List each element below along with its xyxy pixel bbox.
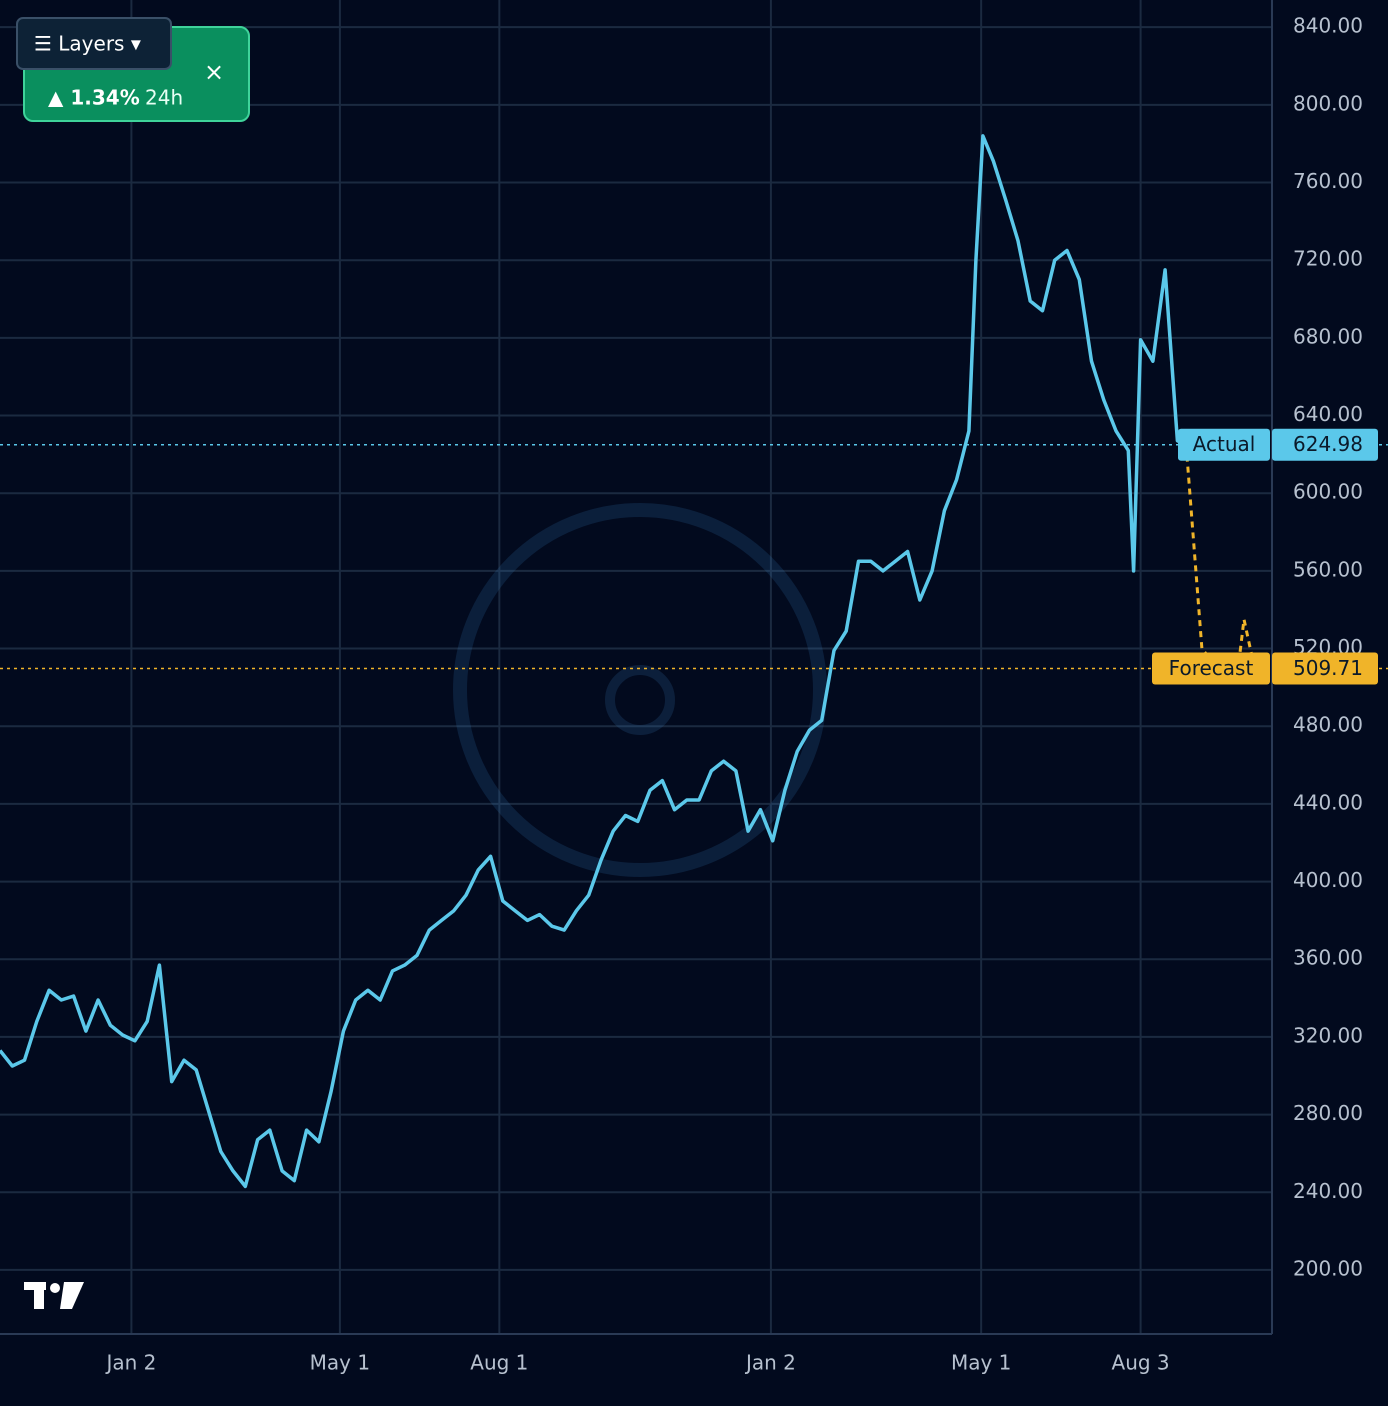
x-tick-label: Jan 2: [104, 1351, 156, 1375]
y-tick-label: 720.00: [1293, 247, 1363, 271]
value-badge: [1272, 428, 1378, 461]
x-tick-label: Jan 2: [744, 1351, 796, 1375]
y-tick-label: 240.00: [1293, 1179, 1363, 1203]
y-tick-label: 760.00: [1293, 169, 1363, 193]
x-tick-label: May 1: [951, 1351, 1011, 1375]
x-tick-label: Aug 1: [470, 1351, 528, 1375]
y-tick-label: 320.00: [1293, 1023, 1363, 1047]
y-tick-label: 480.00: [1293, 713, 1363, 737]
period: 24h: [145, 86, 183, 110]
value-label: 624.98: [1293, 432, 1363, 456]
y-tick-label: 640.00: [1293, 402, 1363, 426]
y-tick-label: 280.00: [1293, 1101, 1363, 1125]
price-line: [0, 134, 1187, 1189]
value-label: 509.71: [1293, 656, 1363, 680]
watermark: [453, 503, 827, 877]
y-tick-label: 360.00: [1293, 946, 1363, 970]
x-tick-label: May 1: [310, 1351, 370, 1375]
tv-logo: [24, 1282, 84, 1309]
grid: [0, 0, 1272, 1334]
value-badge: [1272, 652, 1378, 685]
y-tick-label: 600.00: [1293, 480, 1363, 504]
series-name: Forecast: [1169, 656, 1254, 680]
series-name: Actual: [1193, 432, 1256, 456]
y-tick-label: 440.00: [1293, 790, 1363, 814]
y-tick-label: 680.00: [1293, 324, 1363, 348]
y-tick-label: 800.00: [1293, 91, 1363, 115]
close-button[interactable]: ×: [204, 58, 224, 86]
y-tick-label: 400.00: [1293, 868, 1363, 892]
series-badge: [1152, 652, 1270, 685]
layers-label: ☰ Layers ▾: [34, 32, 141, 56]
series-badge: [1178, 428, 1270, 461]
y-tick-label: 200.00: [1293, 1256, 1363, 1280]
layers-button[interactable]: [16, 17, 172, 70]
y-tick-label: 560.00: [1293, 557, 1363, 581]
change: ▲ 1.34%: [48, 86, 140, 110]
x-tick-label: Aug 3: [1112, 1351, 1170, 1375]
y-tick-label: 840.00: [1293, 14, 1363, 38]
